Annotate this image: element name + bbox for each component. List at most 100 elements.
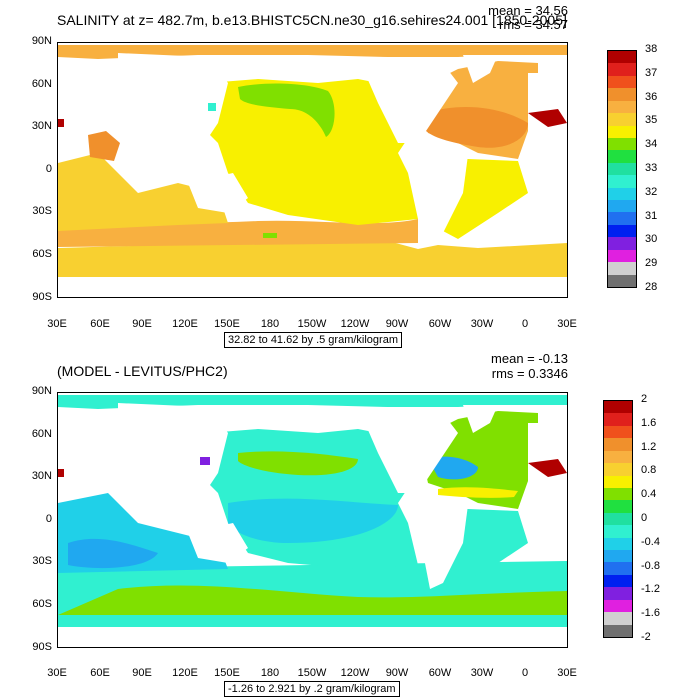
top-footnote: 32.82 to 41.62 by .5 gram/kilogram [224, 332, 402, 348]
bottom-map-svg [58, 393, 567, 647]
top-colorbar-label: 37 [645, 66, 658, 79]
bottom-colorbar-swatch [604, 562, 632, 575]
bottom-lon-label: 30E [557, 667, 577, 679]
top-colorbar-swatch [608, 125, 636, 138]
top-colorbar-labels: 38 37 36 35 34 33 32 31 30 29 28 [645, 43, 685, 294]
bottom-colorbar-label: -0.8 [641, 559, 660, 572]
top-asia [118, 53, 228, 153]
top-australia [188, 173, 248, 213]
bottom-colorbar-swatch [604, 463, 632, 476]
bottom-lon-label: 30W [470, 667, 494, 679]
top-green-patch [263, 233, 277, 238]
top-europe-africa [520, 73, 567, 193]
bottom-colorbar-label: -0.4 [641, 535, 660, 548]
bottom-colorbar-swatch [604, 512, 632, 526]
bottom-lon-label: 30E [47, 667, 67, 679]
top-map-plot [57, 42, 568, 298]
top-colorbar-swatch [608, 200, 636, 213]
top-colorbar-swatch [608, 88, 636, 101]
top-colorbar-swatch [608, 51, 636, 64]
bottom-colorbar-swatch [604, 450, 632, 464]
top-lon-axis: 30E 60E 90E 120E 150E 180 150W 120W 90W … [0, 318, 700, 332]
top-greenland [463, 55, 498, 83]
top-lon-label: 120E [172, 318, 198, 330]
bottom-colorbar-label: -2 [641, 631, 651, 643]
top-colorbar-swatch [608, 150, 636, 163]
bottom-southern-green [58, 585, 567, 615]
top-lat-90n: 90N [31, 35, 52, 47]
bottom-arctic [58, 395, 567, 409]
top-lat-60s: 60S [32, 248, 52, 260]
bottom-lon-label: 60E [90, 667, 110, 679]
top-colorbar-swatch [608, 100, 636, 114]
top-africa [58, 73, 118, 143]
top-lon-label: 90W [385, 318, 409, 330]
top-rms: rms = 34.57 [498, 17, 568, 32]
top-lon-label: 0 [521, 318, 529, 330]
bottom-med-patch [528, 459, 567, 477]
bottom-map-plot [57, 392, 568, 648]
bottom-colorbar-swatch [604, 413, 632, 426]
bottom-mean: mean = -0.13 [491, 351, 568, 366]
top-namerica [358, 57, 458, 143]
top-pacific [198, 79, 418, 225]
top-colorbar-swatch [608, 63, 636, 76]
bottom-colorbar-label: 2 [641, 393, 648, 405]
bottom-europe-africa [520, 423, 567, 543]
top-colorbar-swatch [608, 113, 636, 126]
top-colorbar-label: 30 [645, 233, 658, 246]
bottom-lat-90n: 90N [31, 385, 52, 397]
bottom-lon-label: 90W [385, 667, 409, 679]
bottom-colorbar-swatch [604, 425, 632, 439]
top-arctic [58, 45, 567, 59]
bottom-colorbar-swatch [604, 574, 632, 588]
top-lon-label: 30E [47, 318, 67, 330]
bottom-colorbar-label: -1.6 [641, 607, 660, 620]
bottom-lon-label: 150W [297, 667, 327, 679]
bottom-greenland [463, 405, 498, 433]
bottom-redsea-patch [58, 469, 64, 477]
top-colorbar-label: 33 [645, 162, 658, 174]
bottom-africa [58, 423, 118, 493]
bottom-colorbar-swatch [604, 475, 632, 488]
bottom-footnote: -1.26 to 2.921 by .2 gram/kilogram [224, 681, 400, 697]
bottom-colorbar-swatch [604, 550, 632, 563]
bottom-lat-30n: 30N [31, 470, 52, 482]
bottom-colorbar-label: 1.6 [641, 416, 657, 429]
top-lon-label: 30E [557, 318, 577, 330]
top-lon-label: 180 [260, 318, 280, 330]
bottom-colorbar-swatch [604, 401, 632, 414]
top-colorbar-label: 36 [645, 90, 658, 103]
bottom-purple-patch [200, 457, 210, 465]
bottom-colorbar-label: 0.4 [641, 488, 657, 501]
bottom-namerica [358, 407, 458, 493]
top-colorbar-label: 31 [645, 209, 658, 222]
bottom-colorbar-label: 1.2 [641, 440, 657, 453]
bottom-colorbar-swatch [604, 438, 632, 451]
bottom-colorbar-swatch [604, 500, 632, 513]
bottom-lon-label: 180 [260, 667, 280, 679]
bottom-lon-label: 0 [521, 667, 529, 679]
top-southern-ocean [58, 239, 567, 277]
bottom-colorbar-swatch [604, 587, 632, 600]
bottom-colorbar-swatch [604, 537, 632, 551]
top-colorbar-swatch [608, 137, 636, 151]
top-colorbar-swatch [608, 162, 636, 176]
top-lon-label: 90E [132, 318, 152, 330]
top-colorbar [607, 50, 637, 288]
top-lon-label: 150E [214, 318, 240, 330]
top-lon-label: 60W [428, 318, 452, 330]
top-colorbar-swatch [608, 249, 636, 263]
bottom-colorbar-stack [604, 401, 632, 638]
bottom-atlantic-yellow [438, 487, 518, 498]
top-antarctica [58, 277, 567, 297]
top-lat-90s: 90S [32, 291, 52, 303]
top-pacific-green [238, 83, 335, 137]
top-lon-label: 30W [470, 318, 494, 330]
bottom-colorbar-swatch [604, 612, 632, 625]
top-colorbar-label: 29 [645, 257, 658, 270]
bottom-colorbar-label: -1.2 [641, 583, 660, 596]
top-cyan-patch [208, 103, 216, 111]
top-colorbar-label: 28 [645, 281, 658, 293]
top-lat-30s: 30S [32, 205, 52, 217]
